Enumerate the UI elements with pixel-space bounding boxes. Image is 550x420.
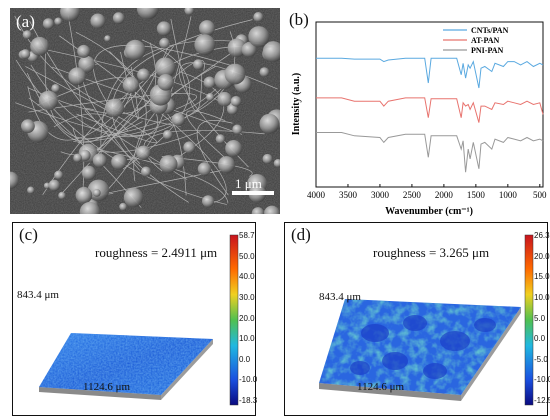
- x-axis-label: Wavenumber (cm⁻¹): [385, 206, 473, 217]
- colorbar-tick-label: 20.0: [239, 313, 255, 323]
- colorbar-tick-label: -5.0: [534, 354, 548, 364]
- series-line: [316, 57, 544, 89]
- colorbar-tick-label: 20.0: [534, 251, 550, 261]
- colorbar-tick-label: 0.0: [534, 334, 546, 344]
- sem-image-panel: (a) 1 μm: [10, 8, 280, 214]
- x-tick-label: 1500: [467, 190, 486, 200]
- width-dimension: 843.4 μm: [319, 291, 361, 303]
- panel-label-c: (c): [19, 225, 38, 244]
- colorbar-tick-label: 40.0: [239, 272, 255, 282]
- colorbar: [524, 234, 534, 406]
- y-axis-label: Intensity (a.u.): [291, 73, 302, 136]
- sem-micrograph: [10, 8, 280, 214]
- x-tick-label: 2000: [435, 190, 454, 200]
- scale-bar: [232, 191, 274, 195]
- colorbar-tick-label: 10.0: [534, 292, 550, 302]
- width-dimension: 843.4 μm: [17, 289, 59, 301]
- legend-label: PNI-PAN: [471, 46, 504, 55]
- surface-profile-c: (c) roughness = 2.4911 μm 843.4 μm 1124.…: [12, 222, 258, 416]
- colorbar-tick-label: 15.0: [534, 272, 550, 282]
- colorbar-tick-label: 30.0: [239, 292, 255, 302]
- x-tick-label: 500: [533, 190, 547, 200]
- colorbar: [229, 234, 239, 406]
- legend-label: AT-PAN: [471, 36, 500, 45]
- series-line: [316, 132, 544, 173]
- colorbar-tick-label: -10.0: [534, 375, 550, 385]
- x-tick-label: 3000: [371, 190, 390, 200]
- colorbar-tick-label: 58.7: [239, 231, 255, 240]
- x-tick-label: 4000: [307, 190, 326, 200]
- x-tick-label: 1000: [499, 190, 518, 200]
- surface-profile-d: (d) roughness = 3.265 μm 843.4 μm 1124.6…: [284, 222, 550, 416]
- legend-label: CNTs/PAN: [471, 26, 509, 35]
- height-map-3d: [319, 234, 534, 406]
- x-tick-label: 2500: [403, 190, 422, 200]
- roughness-value: roughness = 3.265 μm: [373, 245, 490, 260]
- colorbar-tick-label: -10.0: [239, 375, 258, 385]
- panel-label-b: (b): [289, 10, 309, 29]
- panel-label-d: (d): [291, 225, 311, 244]
- panel-label-a: (a): [16, 12, 35, 31]
- ftir-chart: 4000 3500 3000 2500 2000 1500 1000 500 CNTs/PAN…: [291, 21, 547, 217]
- colorbar-tick-label: 50.0: [239, 251, 255, 261]
- colorbar-tick-label: 26.3: [534, 231, 550, 240]
- series-line: [316, 97, 544, 123]
- colorbar-tick-label: -12.5: [534, 396, 550, 405]
- roughness-value: roughness = 2.4911 μm: [95, 245, 218, 260]
- colorbar-tick-label: 10.0: [239, 334, 255, 344]
- plot-frame: [315, 21, 544, 188]
- scale-bar-label: 1 μm: [235, 176, 262, 191]
- colorbar-tick-label: -18.3: [239, 396, 258, 405]
- length-dimension: 1124.6 μm: [83, 381, 131, 393]
- length-dimension: 1124.6 μm: [357, 381, 405, 393]
- height-map-3d: [39, 234, 239, 406]
- colorbar-tick-label: 5.0: [534, 313, 546, 323]
- colorbar-tick-label: 0.0: [239, 354, 251, 364]
- x-tick-label: 3500: [339, 190, 358, 200]
- ftir-chart-panel: (b) 4000 3500 3000 2500 2000 1500 1000 500 CNTs…: [285, 8, 547, 218]
